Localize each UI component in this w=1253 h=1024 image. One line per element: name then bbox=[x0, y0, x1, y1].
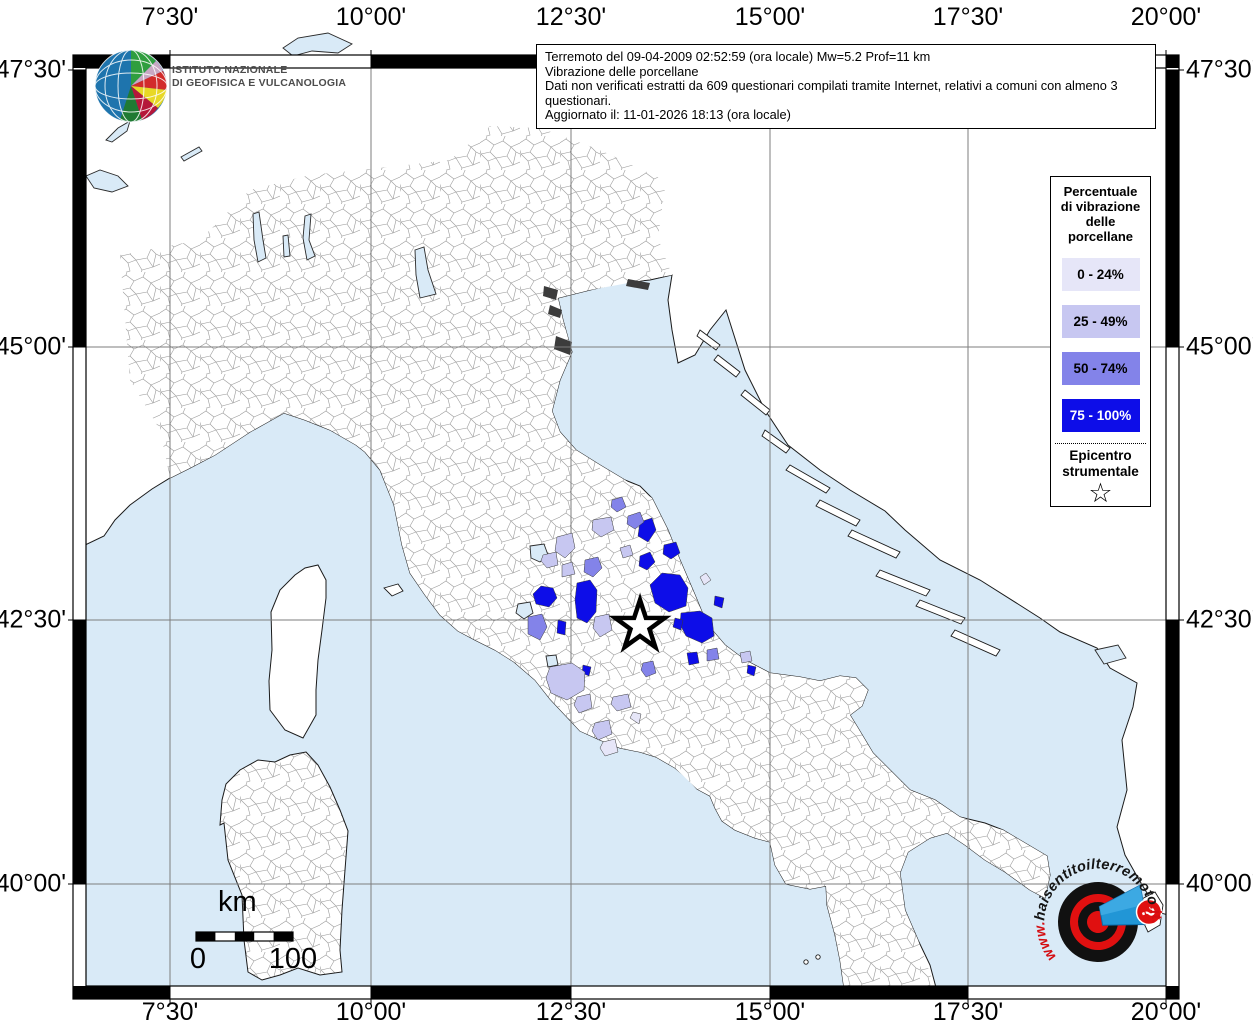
legend-title-line: di vibrazione bbox=[1060, 199, 1141, 214]
scalebar-unit: km bbox=[218, 886, 257, 918]
axis-tick-label: 45°00' bbox=[1186, 332, 1253, 361]
legend-divider bbox=[1055, 443, 1146, 444]
axis-tick-label: 45°00' bbox=[0, 332, 66, 361]
scale-bar bbox=[195, 931, 294, 942]
legend-epicenter-label: Epicentro strumentale bbox=[1051, 448, 1150, 480]
legend-swatches: 0 - 24% 25 - 49% 50 - 74% 75 - 100% bbox=[1051, 258, 1150, 432]
info-line: Vibrazione delle porcellane bbox=[545, 63, 699, 79]
axis-tick-label: 15°00' bbox=[734, 998, 806, 1024]
corsica-island bbox=[268, 564, 327, 739]
municipality-patch bbox=[591, 719, 613, 741]
axis-tick-label: 20°00' bbox=[1130, 3, 1202, 31]
axis-tick-label: 15°00' bbox=[734, 3, 806, 31]
municipality-patch bbox=[739, 650, 753, 664]
legend-title-line: porcellane bbox=[1067, 229, 1134, 244]
legend-swatch: 75 - 100% bbox=[1061, 399, 1140, 432]
municipality-patch bbox=[583, 556, 603, 578]
legend-swatch: 0 - 24% bbox=[1061, 258, 1140, 291]
epicenter-star bbox=[608, 592, 672, 653]
legend-title-line: Percentuale bbox=[1063, 184, 1138, 199]
axis-tick-label: 47°30' bbox=[0, 55, 66, 84]
axis-tick-label: 42°30' bbox=[1186, 605, 1253, 634]
municipality-patch bbox=[638, 551, 656, 571]
ingv-line2: DI GEOFISICA E VULCANOLOGIA bbox=[172, 77, 347, 89]
axis-tick-label: 10°00' bbox=[335, 998, 407, 1024]
municipality-patch bbox=[662, 541, 681, 560]
legend-title: Percentuale di vibrazione delle porcellane bbox=[1051, 184, 1150, 244]
municipality-patch bbox=[592, 613, 613, 638]
municipality-patch bbox=[626, 511, 645, 530]
legend-epicenter-line: strumentale bbox=[1062, 464, 1139, 479]
scalebar-end: 100 bbox=[268, 943, 318, 975]
axis-tick-label: 17°30' bbox=[932, 998, 1004, 1024]
small-islands bbox=[383, 329, 1164, 965]
municipality-patch bbox=[629, 711, 642, 725]
axis-tick-label: 12°30' bbox=[535, 998, 607, 1024]
municipality-patch bbox=[540, 551, 559, 569]
axis-tick-label: 17°30' bbox=[932, 3, 1004, 31]
info-line: Terremoto del 09-04-2009 02:52:59 (ora l… bbox=[545, 49, 931, 64]
municipality-patch bbox=[679, 610, 715, 644]
municipality-patch bbox=[619, 544, 634, 559]
municipality-patch bbox=[640, 660, 657, 678]
municipality-patch bbox=[599, 738, 619, 757]
epicenter-star-symbol: ☆ bbox=[1088, 478, 1113, 508]
municipality-patch bbox=[556, 619, 567, 636]
municipality-patch bbox=[610, 693, 632, 712]
question-badge bbox=[1135, 898, 1163, 926]
axis-tick-label: 47°30' bbox=[1186, 55, 1253, 84]
municipality-patch bbox=[672, 617, 684, 631]
municipality-patch bbox=[699, 572, 712, 586]
lagoon-marks bbox=[543, 279, 650, 355]
municipality-patch bbox=[610, 496, 627, 513]
ingv-logo bbox=[94, 49, 168, 123]
ingv-line1: ISTITUTO NAZIONALE bbox=[172, 64, 288, 76]
municipality-patch bbox=[649, 572, 689, 613]
axis-tick-label: 40°00' bbox=[1186, 869, 1253, 898]
watermark-it: .it. bbox=[1145, 903, 1165, 927]
legend-swatch: 50 - 74% bbox=[1061, 352, 1140, 385]
intensity-patches bbox=[527, 496, 757, 757]
municipality-patch bbox=[532, 585, 558, 608]
municipality-patch bbox=[713, 595, 725, 609]
legend-swatch: 25 - 49% bbox=[1061, 305, 1140, 338]
axis-tick-label: 40°00' bbox=[0, 869, 66, 898]
sardinia-island bbox=[219, 751, 349, 981]
municipality-patch bbox=[561, 561, 576, 578]
ingv-institute-name: ISTITUTO NAZIONALE DI GEOFISICA E VULCAN… bbox=[172, 64, 346, 90]
municipality-patch bbox=[573, 693, 593, 714]
earthquake-info-box: Terremoto del 09-04-2009 02:52:59 (ora l… bbox=[536, 44, 1156, 129]
legend-epicenter-line: Epicentro bbox=[1069, 448, 1132, 463]
municipality-patch bbox=[591, 516, 615, 538]
axis-tick-label: 12°30' bbox=[535, 3, 607, 31]
lake-constance bbox=[282, 32, 353, 57]
scalebar-start: 0 bbox=[189, 943, 207, 975]
municipality-patch bbox=[746, 664, 757, 677]
municipality-patch bbox=[706, 647, 720, 662]
map-interior bbox=[86, 68, 1166, 986]
municipality-patch bbox=[554, 532, 576, 559]
municipality-patch bbox=[527, 613, 548, 641]
legend-panel: Percentuale di vibrazione delle porcellane … bbox=[1050, 176, 1151, 507]
municipality-patch bbox=[686, 651, 700, 666]
legend-title-line: delle bbox=[1085, 214, 1116, 229]
info-line: Aggiornato il: 11-01-2026 18:13 (ora loc… bbox=[545, 107, 791, 123]
axis-tick-label: 42°30' bbox=[0, 605, 66, 634]
axis-tick-label: 10°00' bbox=[335, 3, 407, 31]
axis-tick-label: 7°30' bbox=[141, 998, 199, 1024]
axis-tick-label: 20°00' bbox=[1130, 998, 1202, 1024]
municipality-patch bbox=[545, 662, 586, 701]
axis-tick-label: 7°30' bbox=[141, 3, 199, 31]
municipality-patch bbox=[574, 579, 598, 624]
info-line: Dati non verificati estratti da 609 ques… bbox=[545, 78, 1118, 108]
